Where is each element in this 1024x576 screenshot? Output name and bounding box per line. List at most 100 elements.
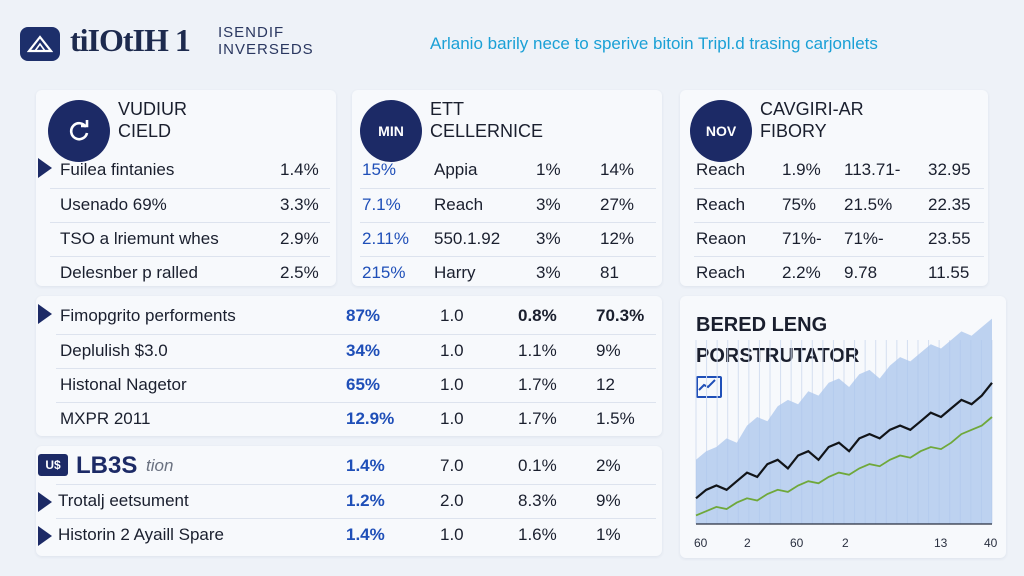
row-label: TSO a lriemunt whes [60,229,219,248]
chart-title: BERED LENG PORSTRUTATOR [696,314,860,367]
row-pointer-icon [38,526,52,546]
row-value: 8.3% [518,491,557,510]
logo [20,27,60,61]
row-name: Reach [696,195,746,214]
row-value: 0.1% [518,456,557,475]
row-value: 1.0 [440,409,464,428]
table-row: Reach 75% 21.5% 22.35 [694,188,984,221]
row-metric: 34% [346,341,381,360]
chart-type-icon[interactable] [696,376,722,398]
row-metric: 215% [362,263,406,282]
table-row: Fimopgrito performents 87% 1.0 0.8% 70.3% [56,300,656,332]
row-value: 0.8% [518,306,557,325]
row-name: Appia [434,160,478,179]
logo-mark-icon [27,35,53,53]
row-metric: 1.4% [346,456,385,475]
row-name: Reaon [696,229,747,248]
card-yield: VUDIUR CIELD Fuilea fintanies 1.4% Usenado… [36,90,336,286]
row-metric: 1.2% [346,491,385,510]
table-row: 7.1% Reach 3% 27% [360,188,656,221]
card-title-line1: ETT [430,99,464,119]
card-title-line2: CIELD [118,121,172,141]
row-metric: 65% [346,375,381,394]
card-title: CAVGIRI-AR FIBORY [760,98,864,142]
row-name: Reach [696,160,746,179]
row-label: Usenado 69% [60,195,167,214]
row-label: Fuilea fintanies [60,160,175,179]
table-row: Reach 2.2% 9.78 11.55 [694,256,984,289]
card-badge: NOV [690,100,752,162]
row-value: 1.6% [518,525,557,544]
card-title-line2: CELLERNICE [430,121,544,141]
x-tick-label: 13 [934,536,948,550]
table-row: Fuilea fintanies 1.4% [50,154,330,186]
row-value: 2.2% [782,263,821,282]
row-value: 1.0 [440,525,464,544]
brand-badge-icon: U$ [38,454,68,476]
row-label: Delesnber p ralled [60,263,198,282]
row-change: 1.5% [596,409,635,428]
row-pointer-icon [38,158,52,178]
x-tick-label: 60 [694,536,708,550]
row-value: 1.0 [440,306,464,325]
row-change: 70.3% [596,306,645,325]
row-value: 1.1% [518,341,557,360]
row-value: 9.78 [844,263,878,282]
card-performance: Fimopgrito performents 87% 1.0 0.8% 70.3% Dep… [36,296,662,436]
row-change: 12% [600,229,635,248]
row-label: MXPR 2011 [60,409,151,428]
row-change: 9% [596,341,621,360]
table-row: 215% Harry 3% 81 [360,256,656,289]
row-pointer-icon [38,492,52,512]
badge-label: NOV [705,123,737,139]
table-row: Reaon 71%- 71%- 23.55 [694,222,984,255]
brand-logo-sub: tion [146,456,174,475]
brand-logo-text: LB3S [76,452,138,479]
table-row: 15% Appia 1% 14% [360,154,656,186]
row-value: 1.7% [518,409,557,428]
row-label: Deplulish $3.0 [60,341,168,360]
row-value: 7.0 [440,456,464,475]
tagline: Arlanio barily nece to sperive bitoin Tr… [430,34,878,53]
table-row: TSO a lriemunt whes 2.9% [50,222,330,255]
row-name: Harry [434,263,476,282]
row-label: Fimopgrito performents [60,306,236,325]
row-value: 1.9% [782,160,821,179]
table-row: MXPR 2011 12.9% 1.0 1.7% 1.5% [56,402,656,435]
row-label: Trotalj eetsument [58,491,189,510]
row-metric: 87% [346,306,381,325]
card-investment: U$ LB3S tion 1.4% 7.0 0.1% 2% Trotalj eetsum… [36,446,662,556]
row-value: 1.0 [440,375,464,394]
row-label: Historin 2 Ayaill Spare [58,525,224,544]
row-label: Histonal Nagetor [60,375,187,394]
card-title: ETT CELLERNICE [430,98,543,142]
row-change: 9% [596,491,621,510]
table-row: Usenado 69% 3.3% [50,188,330,221]
row-metric: 1.4% [346,525,385,544]
row-change: 2% [596,456,621,475]
x-tick-label: 2 [744,536,751,550]
row-value: 22.35 [928,195,971,214]
row-value: 1.4% [280,160,319,179]
row-value: 3% [536,229,561,248]
row-metric: 7.1% [362,195,401,214]
row-change: 12 [596,375,615,394]
badge-label: MIN [378,123,404,139]
table-row: Reach 1.9% 113.71- 32.95 [694,154,984,186]
row-value: 21.5% [844,195,893,214]
row-value: 113.71- [844,160,901,179]
card-title: VUDIUR CIELD [118,98,187,142]
refresh-icon[interactable] [48,100,110,162]
row-change: 27% [600,195,635,214]
row-value: 75% [782,195,817,214]
table-row: Historin 2 Ayaill Spare 1.4% 1.0 1.6% 1% [56,518,656,551]
row-name: Reach [434,195,484,214]
card-category: NOV CAVGIRI-AR FIBORY Reach 1.9% 113.71- 32… [680,90,988,286]
table-row: Deplulish $3.0 34% 1.0 1.1% 9% [56,334,656,367]
card-excellence: MIN ETT CELLERNICE 15% Appia 1% 14% 7.1% Reac… [352,90,662,286]
table-row: Trotalj eetsument 1.2% 2.0 8.3% 9% [56,484,656,517]
row-change: 81 [600,263,619,282]
row-value: 2.0 [440,491,464,510]
row-value: 71%- [782,229,822,248]
row-value: 2.9% [280,229,319,248]
